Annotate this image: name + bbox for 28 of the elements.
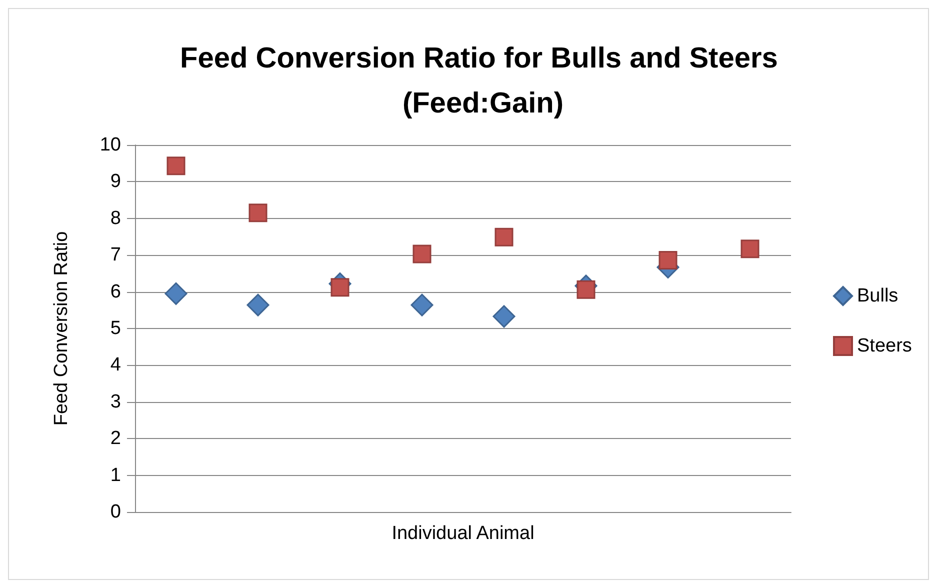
x-axis-title: Individual Animal [392,523,534,544]
y-tick-label: 6 [110,281,121,302]
y-tick-label: 9 [110,171,121,192]
point [164,282,188,305]
y-tick-label: 2 [110,428,121,450]
point [576,280,596,299]
y-tick-label: 8 [110,208,121,229]
point [412,244,432,264]
point [740,240,760,258]
y-tick-label: 0 [110,502,121,522]
point [410,294,434,316]
legend-label: Bulls [857,286,898,306]
point [248,204,268,222]
y-tick-label: 5 [110,318,121,339]
legend-label: Steers [857,336,912,356]
y-tick-label: 10 [100,134,121,156]
y-tick-label: 3 [110,391,121,412]
chart-title: Feed Conversion Ratio for Bulls and Steers (Feed:Gain) [180,42,786,120]
y-tick-label: 4 [110,354,122,376]
y-tick-label: 7 [110,244,121,266]
point [494,228,514,246]
point [492,305,516,328]
y-axis-title: Feed Conversion Ratio [51,231,72,426]
point [246,294,270,316]
point [330,278,350,297]
point [166,156,186,176]
y-tick-label: 1 [110,464,121,486]
point [658,250,678,270]
